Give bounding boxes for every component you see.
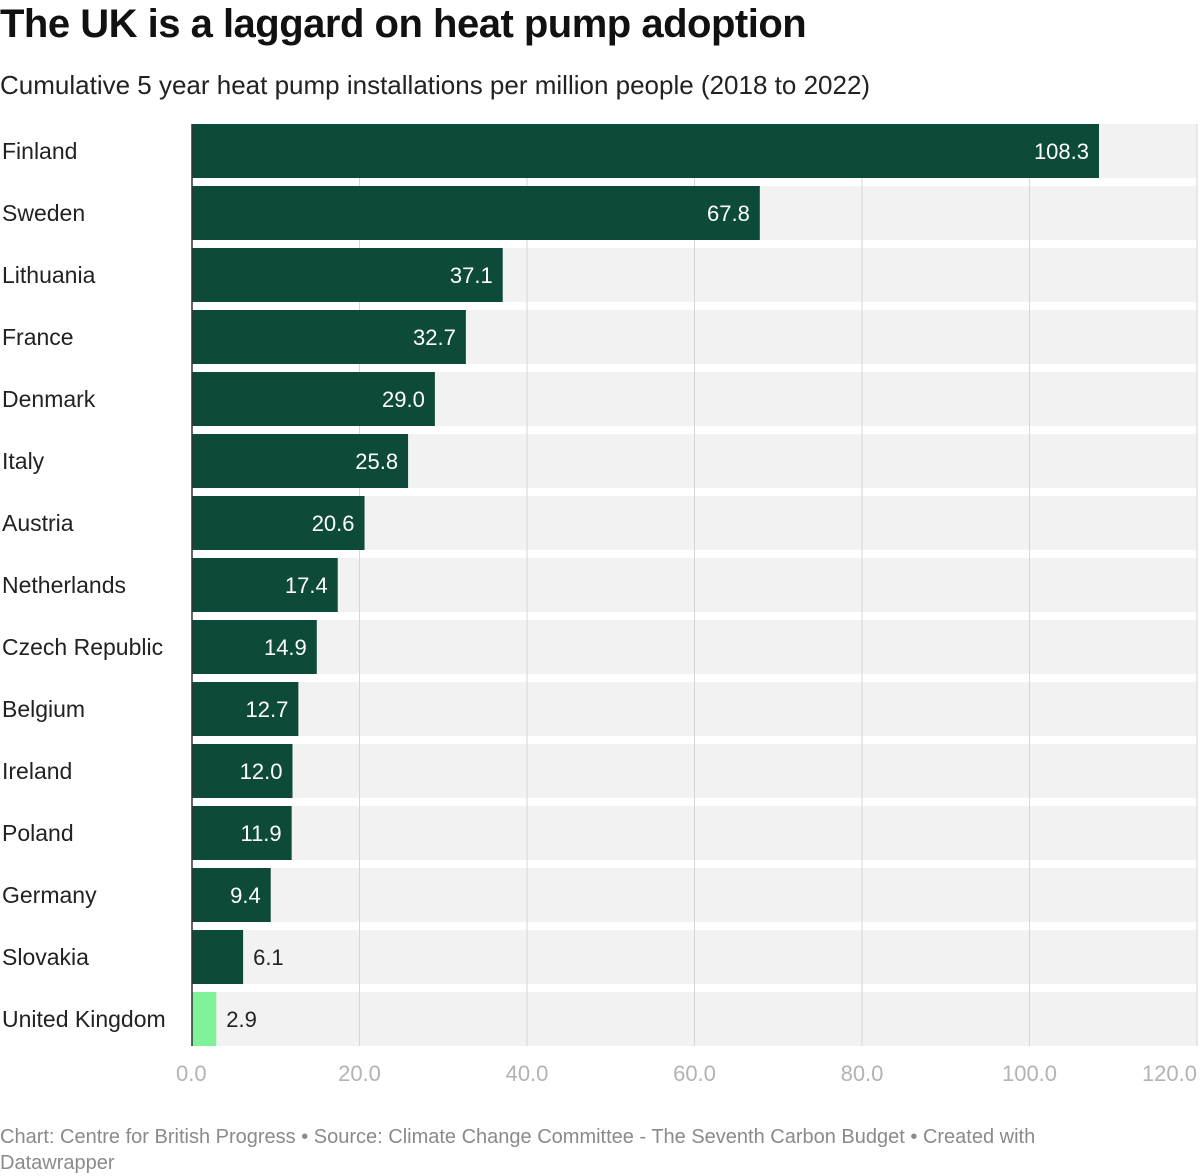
category-label: Poland	[2, 820, 74, 846]
bar	[192, 682, 299, 736]
value-label: 29.0	[382, 387, 425, 412]
bar	[192, 248, 503, 302]
bar	[192, 310, 466, 364]
x-tick-label: 0.0	[176, 1061, 207, 1086]
x-tick-label: 40.0	[506, 1061, 549, 1086]
chart-title: The UK is a laggard on heat pump adoptio…	[0, 2, 807, 46]
bar-chart: Finland 108.3 Sweden 67.8 Lithuania 37.1 Franc…	[2, 124, 1198, 1086]
bar	[192, 992, 217, 1046]
bar	[192, 496, 365, 550]
bar	[192, 372, 435, 426]
value-label: 6.1	[253, 945, 284, 970]
category-label: Ireland	[2, 758, 72, 784]
value-label: 67.8	[707, 201, 750, 226]
category-label: Italy	[2, 448, 45, 474]
chart-footer: Chart: Centre for British Progress • Sou…	[0, 1126, 1036, 1174]
value-label: 25.8	[355, 449, 398, 474]
value-label: 12.0	[240, 759, 283, 784]
bar	[192, 434, 409, 488]
category-label: Netherlands	[2, 572, 126, 598]
x-tick-label: 20.0	[338, 1061, 381, 1086]
category-label: Slovakia	[2, 944, 89, 970]
value-label: 9.4	[230, 883, 261, 908]
x-tick-label: 120.0	[1142, 1061, 1197, 1086]
category-label: Lithuania	[2, 262, 96, 288]
value-label: 32.7	[413, 325, 456, 350]
category-label: Germany	[2, 882, 97, 908]
value-label: 11.9	[240, 821, 281, 846]
value-label: 20.6	[312, 511, 355, 536]
chart-subtitle: Cumulative 5 year heat pump installation…	[0, 70, 871, 100]
x-tick-label: 80.0	[841, 1061, 884, 1086]
category-label: Belgium	[2, 696, 85, 722]
bar	[192, 558, 338, 612]
x-tick-label: 100.0	[1002, 1061, 1057, 1086]
value-label: 12.7	[246, 697, 289, 722]
bar	[192, 620, 317, 674]
bar	[192, 806, 292, 860]
category-label: Sweden	[2, 200, 85, 226]
bar	[192, 186, 760, 240]
category-label: Finland	[2, 138, 77, 164]
category-label: France	[2, 324, 74, 350]
value-label: 108.3	[1034, 139, 1089, 164]
value-label: 2.9	[226, 1007, 257, 1032]
category-label: Austria	[2, 510, 74, 536]
category-label: Denmark	[2, 386, 96, 412]
value-label: 37.1	[450, 263, 493, 288]
bar	[192, 930, 244, 984]
bar	[192, 744, 293, 798]
value-label: 17.4	[285, 573, 328, 598]
category-label: Czech Republic	[2, 634, 163, 660]
x-tick-label: 60.0	[673, 1061, 716, 1086]
value-label: 14.9	[264, 635, 307, 660]
bar	[192, 868, 271, 922]
category-label: United Kingdom	[2, 1006, 166, 1032]
bar	[192, 124, 1100, 178]
